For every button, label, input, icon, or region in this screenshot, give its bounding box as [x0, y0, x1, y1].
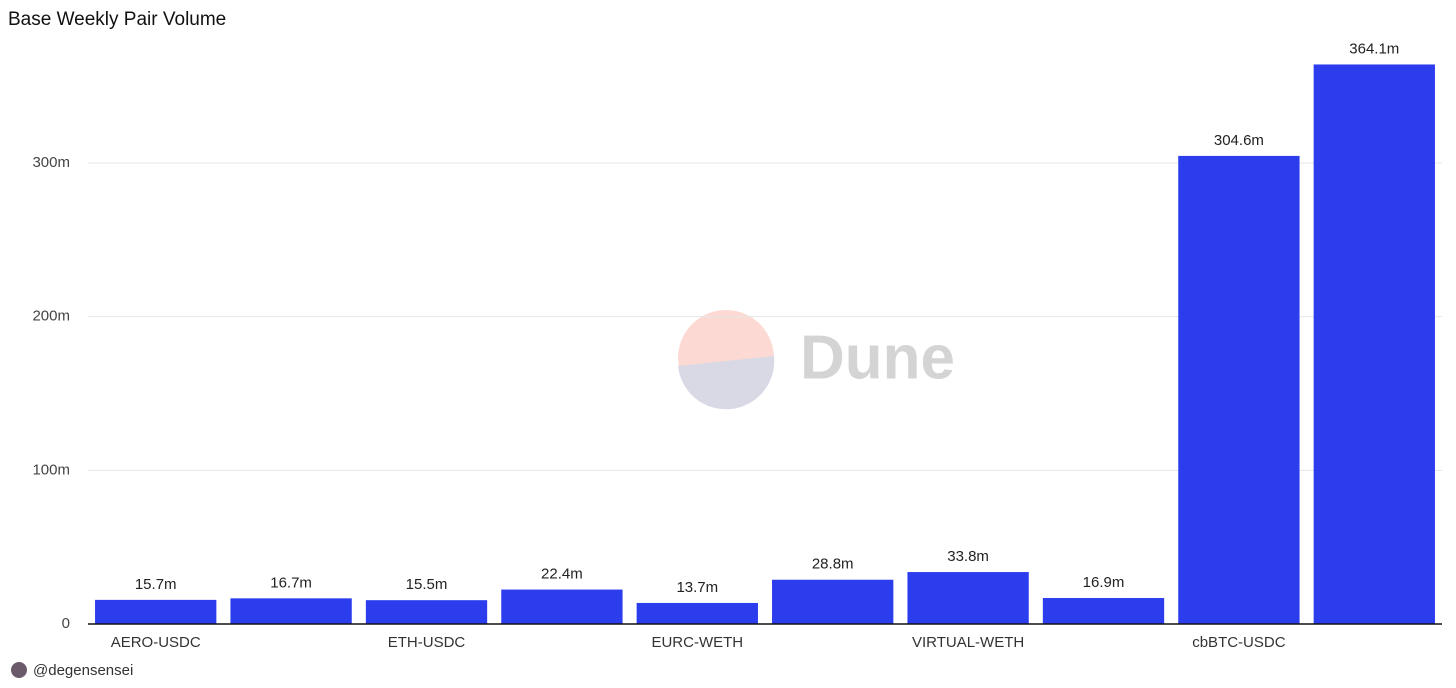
bar — [1178, 155, 1300, 624]
y-tick-label: 100m — [32, 461, 70, 478]
data-label: 13.7m — [676, 579, 718, 596]
data-label: 16.9m — [1083, 574, 1125, 591]
bar — [636, 602, 758, 624]
watermark-logo — [678, 310, 775, 410]
bar — [1313, 64, 1435, 625]
x-tick-label: AERO-USDC — [111, 634, 201, 651]
author: @degensensei — [33, 662, 133, 679]
x-tick-label: VIRTUAL-WETH — [912, 634, 1024, 651]
bar — [1042, 598, 1165, 624]
bar — [907, 572, 1029, 624]
bar — [230, 598, 352, 624]
data-label: 304.6m — [1214, 132, 1264, 149]
bar — [95, 599, 217, 624]
bar — [772, 579, 894, 624]
y-tick-label: 200m — [32, 308, 70, 325]
x-tick-label: ETH-USDC — [388, 634, 466, 651]
y-tick-label: 300m — [32, 154, 70, 171]
data-label: 364.1m — [1349, 40, 1399, 57]
watermark: Dune — [800, 323, 955, 392]
y-tick-label: 0 — [62, 615, 70, 632]
x-tick-label: EURC-WETH — [651, 634, 743, 651]
data-label: 15.7m — [135, 576, 177, 593]
data-label: 22.4m — [541, 566, 583, 583]
x-tick-label: cbBTC-USDC — [1192, 634, 1286, 651]
data-label: 33.8m — [947, 548, 989, 565]
data-label: 28.8m — [812, 556, 854, 573]
data-label: 16.7m — [270, 574, 312, 591]
data-label: 15.5m — [406, 576, 448, 593]
chart-title: Base Weekly Pair Volume — [8, 9, 226, 30]
bar — [365, 600, 488, 624]
bar — [501, 589, 623, 624]
author-avatar — [11, 662, 27, 678]
